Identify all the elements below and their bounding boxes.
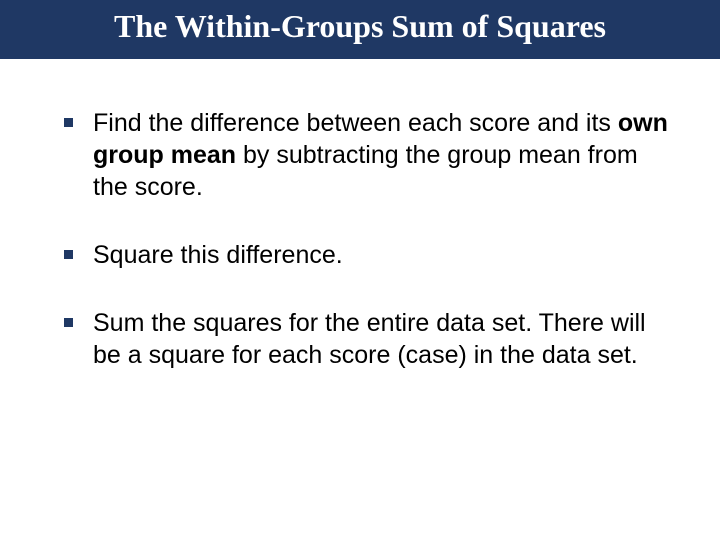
square-bullet-icon bbox=[64, 118, 73, 127]
bullet-item: Find the difference between each score a… bbox=[64, 107, 672, 203]
bullet-text: Square this difference. bbox=[93, 239, 343, 271]
bullet-item: Square this difference. bbox=[64, 239, 672, 271]
bullet-text: Sum the squares for the entire data set.… bbox=[93, 307, 672, 371]
square-bullet-icon bbox=[64, 318, 73, 327]
title-bar: The Within-Groups Sum of Squares bbox=[0, 0, 720, 59]
bullet-pre: Find the difference between each score a… bbox=[93, 109, 618, 137]
content-area: Find the difference between each score a… bbox=[0, 59, 720, 371]
bullet-item: Sum the squares for the entire data set.… bbox=[64, 307, 672, 371]
slide-title: The Within-Groups Sum of Squares bbox=[24, 8, 696, 45]
bullet-pre: Sum the squares for the entire data set.… bbox=[93, 309, 646, 369]
bullet-pre: Square this difference. bbox=[93, 241, 343, 269]
bullet-text: Find the difference between each score a… bbox=[93, 107, 672, 203]
square-bullet-icon bbox=[64, 250, 73, 259]
